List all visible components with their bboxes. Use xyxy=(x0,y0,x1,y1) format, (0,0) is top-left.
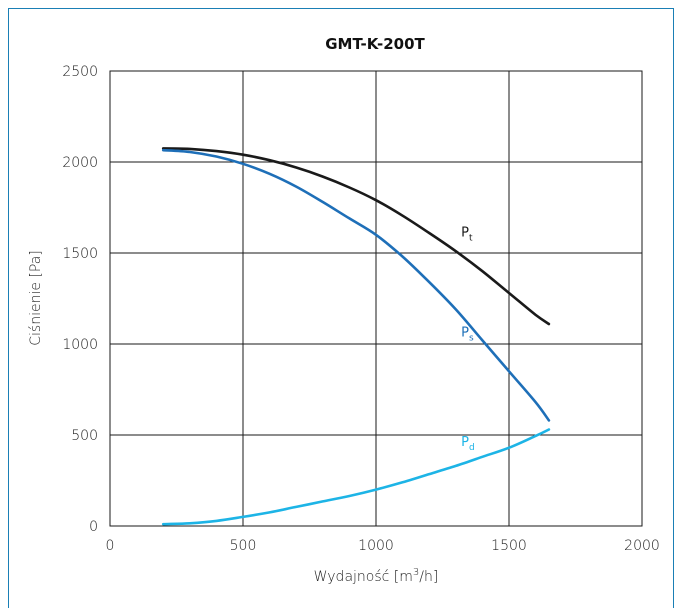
series-label-pt: Pt xyxy=(461,226,473,244)
plot-area-border xyxy=(109,70,643,527)
x-tick-label: 500 xyxy=(230,538,257,554)
grid xyxy=(109,70,643,527)
series-label-main: P xyxy=(461,226,469,241)
series-line-pt xyxy=(161,147,551,326)
y-axis-title: Ciśnienie [Pa] xyxy=(28,250,44,345)
series-label-main: P xyxy=(461,435,469,450)
series-label-subscript: s xyxy=(469,334,474,344)
series-label-pd: Pd xyxy=(461,435,475,453)
x-axis-ticks: 0 500 1000 1500 2000 xyxy=(106,538,660,554)
series-lines xyxy=(161,147,551,526)
series-label-subscript: d xyxy=(469,443,475,453)
series-line-ps xyxy=(161,148,551,422)
x-tick-label: 2000 xyxy=(624,538,660,554)
series-label-subscript: t xyxy=(469,234,473,244)
x-tick-label: 1500 xyxy=(491,538,527,554)
y-tick-label: 1500 xyxy=(62,246,98,262)
x-axis-title-superscript: 3 xyxy=(413,567,419,578)
chart-title: GMT-K-200T xyxy=(325,35,425,53)
x-axis-title: Wydajność [m3/h] xyxy=(314,567,439,585)
y-tick-label: 2000 xyxy=(62,155,98,171)
y-tick-label: 500 xyxy=(71,428,98,444)
y-tick-label: 2500 xyxy=(62,64,98,80)
y-tick-label: 1000 xyxy=(62,337,98,353)
x-tick-label: 0 xyxy=(106,538,115,554)
chart-frame xyxy=(8,8,674,608)
series-line-pd xyxy=(161,428,551,526)
performance-chart: GMT-K-200T 0 500 1000 1500 2000 0 500 1000 1500… xyxy=(28,35,660,585)
x-tick-label: 1000 xyxy=(358,538,394,554)
y-axis-ticks: 0 500 1000 1500 2000 2500 xyxy=(62,64,98,535)
x-axis-title-main: Wydajność [m xyxy=(314,569,413,585)
x-axis-title-end: /h] xyxy=(419,569,438,585)
y-tick-label: 0 xyxy=(89,519,98,535)
series-label-ps: Ps xyxy=(461,326,474,344)
series-label-main: P xyxy=(461,326,469,341)
